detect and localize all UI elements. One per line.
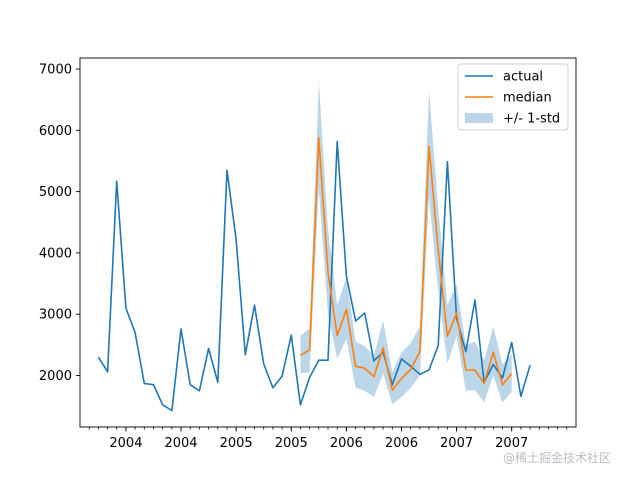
y-tick-label: 4000 [39, 246, 72, 261]
x-tick-label: 2007 [495, 436, 528, 451]
legend-box [457, 63, 569, 131]
x-tick-label: 2007 [440, 436, 473, 451]
legend-std-swatch [465, 113, 493, 123]
x-tick-label: 2004 [109, 436, 142, 451]
y-tick-label: 6000 [39, 124, 72, 139]
x-tick-label: 2006 [330, 436, 363, 451]
series-median-line [299, 136, 513, 392]
legend: actual median +/- 1-std [457, 63, 569, 131]
y-tick-label: 5000 [39, 185, 72, 200]
watermark: @稀土掘金技术社区 [503, 451, 612, 465]
y-tick-label: 2000 [39, 369, 72, 384]
y-tick-label: 7000 [39, 63, 72, 78]
x-tick-label: 2005 [275, 436, 308, 451]
legend-actual-label: actual [503, 70, 543, 85]
legend-median-label: median [503, 91, 552, 106]
x-tick-label: 2004 [164, 436, 197, 451]
y-tick-label: 3000 [39, 308, 72, 323]
legend-std-label: +/- 1-std [503, 112, 560, 127]
x-tick-label: 2005 [220, 436, 253, 451]
x-tick-label: 2006 [385, 436, 418, 451]
plot-area [97, 81, 531, 412]
axes: 2000 3000 4000 5000 6000 7000 2004 2004 2005 2005… [39, 57, 577, 451]
